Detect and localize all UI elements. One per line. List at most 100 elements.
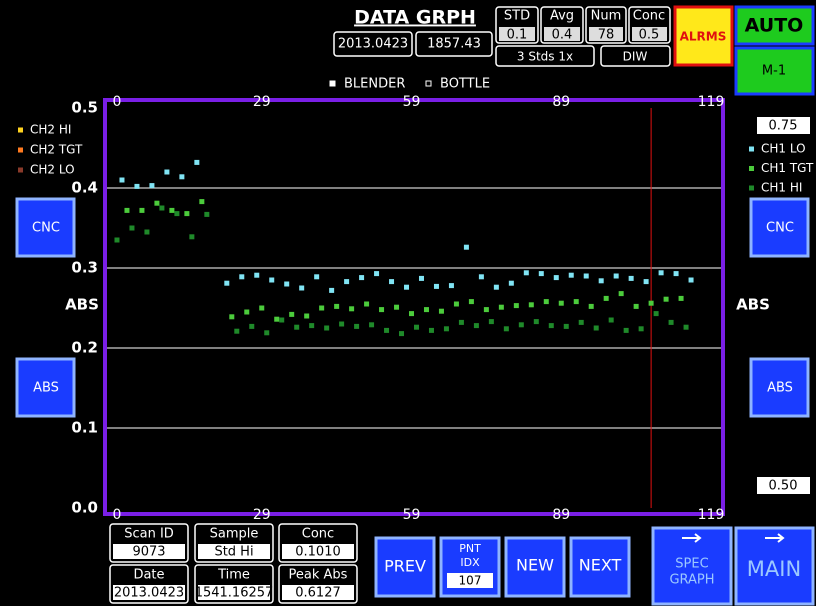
button-label[interactable]: NEW bbox=[516, 556, 554, 575]
stat-value: 0.5 bbox=[639, 28, 660, 43]
stat-header: Num bbox=[591, 9, 622, 24]
point bbox=[518, 322, 524, 328]
cnc-button[interactable] bbox=[15, 197, 76, 258]
point bbox=[129, 225, 135, 231]
point bbox=[638, 326, 644, 332]
prev-button[interactable] bbox=[374, 536, 436, 598]
point bbox=[279, 317, 285, 323]
spec-graph-button[interactable] bbox=[651, 526, 733, 606]
point bbox=[658, 270, 664, 276]
point bbox=[573, 299, 579, 305]
legend-label: CH2 HI bbox=[30, 123, 71, 137]
mode-button[interactable] bbox=[734, 5, 815, 46]
button-label[interactable]: CNC bbox=[766, 221, 794, 236]
point bbox=[463, 244, 469, 250]
point bbox=[468, 299, 474, 305]
button-label[interactable]: IDX bbox=[460, 556, 480, 569]
point bbox=[194, 159, 200, 165]
mode-label[interactable]: AUTO bbox=[745, 15, 804, 37]
point bbox=[249, 323, 255, 329]
method-button[interactable] bbox=[734, 46, 815, 96]
main-button[interactable] bbox=[734, 526, 815, 606]
point bbox=[648, 300, 654, 306]
point bbox=[508, 280, 514, 286]
button-label[interactable]: GRAPH bbox=[669, 573, 714, 588]
plot: 0.5 0.4 0.3 0.2 0.1 0.0 0 0 29 29 59 59 89 89 119 119 BL… bbox=[18, 77, 814, 523]
point bbox=[418, 275, 424, 281]
button-label[interactable]: PNT bbox=[459, 542, 481, 555]
point bbox=[169, 207, 175, 213]
info-value: Std Hi bbox=[214, 545, 253, 560]
point bbox=[558, 300, 564, 306]
info-value-bg bbox=[198, 544, 270, 559]
sample-type: DIW bbox=[623, 50, 648, 64]
point bbox=[683, 324, 689, 330]
pnt-idx-value: 107 bbox=[459, 574, 482, 588]
method-label[interactable]: M-1 bbox=[762, 64, 786, 79]
legend-swatch bbox=[18, 127, 23, 133]
info-value: 0.6127 bbox=[295, 586, 341, 601]
stat-header: STD bbox=[504, 9, 530, 24]
info-label: Scan ID bbox=[124, 527, 174, 542]
point bbox=[433, 283, 439, 289]
standards: 3 Stds 1x bbox=[517, 50, 573, 64]
point bbox=[448, 283, 454, 289]
info-value-bg bbox=[198, 585, 270, 600]
stat-box bbox=[585, 6, 627, 44]
sample-type-box bbox=[600, 45, 671, 67]
point bbox=[239, 274, 245, 280]
scale-bottom: 0.50 bbox=[769, 479, 798, 494]
alarms-button[interactable] bbox=[673, 5, 734, 67]
info-label: Time bbox=[217, 568, 250, 583]
stat-value-bg bbox=[499, 27, 535, 41]
point bbox=[618, 291, 624, 297]
point bbox=[289, 311, 295, 317]
abs-button[interactable] bbox=[15, 357, 76, 418]
new-button[interactable] bbox=[504, 536, 566, 598]
x-tick-label-top: 59 bbox=[403, 94, 421, 110]
point bbox=[543, 299, 549, 305]
point bbox=[164, 169, 170, 175]
button-label[interactable]: SPEC bbox=[675, 557, 708, 572]
button-label[interactable]: NEXT bbox=[579, 556, 622, 575]
legend-label: CH1 LO bbox=[761, 142, 806, 156]
alarms-label[interactable]: ALRMS bbox=[680, 30, 727, 44]
legend-label: CH1 TGT bbox=[761, 161, 814, 175]
point bbox=[139, 207, 145, 213]
button-label[interactable]: CNC bbox=[32, 221, 60, 236]
point bbox=[643, 279, 649, 285]
x-tick-label-top: 89 bbox=[552, 94, 570, 110]
button-label[interactable]: ABS bbox=[767, 381, 793, 396]
stat-header: Avg bbox=[550, 9, 574, 24]
info-label: Sample bbox=[210, 527, 259, 542]
cnc-button[interactable] bbox=[749, 197, 810, 258]
point bbox=[349, 306, 355, 312]
date: 2013.0423 bbox=[338, 37, 408, 52]
point bbox=[329, 287, 335, 293]
legend-swatch bbox=[18, 167, 23, 173]
x-tick-label-bottom: 29 bbox=[253, 507, 271, 523]
point bbox=[608, 317, 614, 323]
info-box bbox=[194, 564, 274, 604]
info-value-bg bbox=[113, 544, 185, 559]
point bbox=[269, 277, 275, 283]
button-label[interactable]: MAIN bbox=[747, 557, 801, 581]
point bbox=[319, 305, 325, 311]
point bbox=[578, 319, 584, 325]
point bbox=[204, 211, 210, 217]
button-label[interactable]: ABS bbox=[33, 381, 59, 396]
point bbox=[259, 305, 265, 311]
button-label[interactable]: PREV bbox=[384, 557, 426, 576]
point bbox=[483, 307, 489, 313]
next-button[interactable] bbox=[569, 536, 631, 598]
point bbox=[299, 285, 305, 291]
point bbox=[404, 284, 410, 290]
point bbox=[199, 199, 205, 205]
point bbox=[119, 177, 125, 183]
point bbox=[613, 273, 619, 279]
abs-button[interactable] bbox=[749, 357, 810, 418]
legend-swatch bbox=[329, 80, 336, 87]
legend-label: CH2 LO bbox=[30, 163, 75, 177]
info-value: 2013.0423 bbox=[114, 586, 184, 601]
info-value-bg bbox=[113, 585, 185, 600]
